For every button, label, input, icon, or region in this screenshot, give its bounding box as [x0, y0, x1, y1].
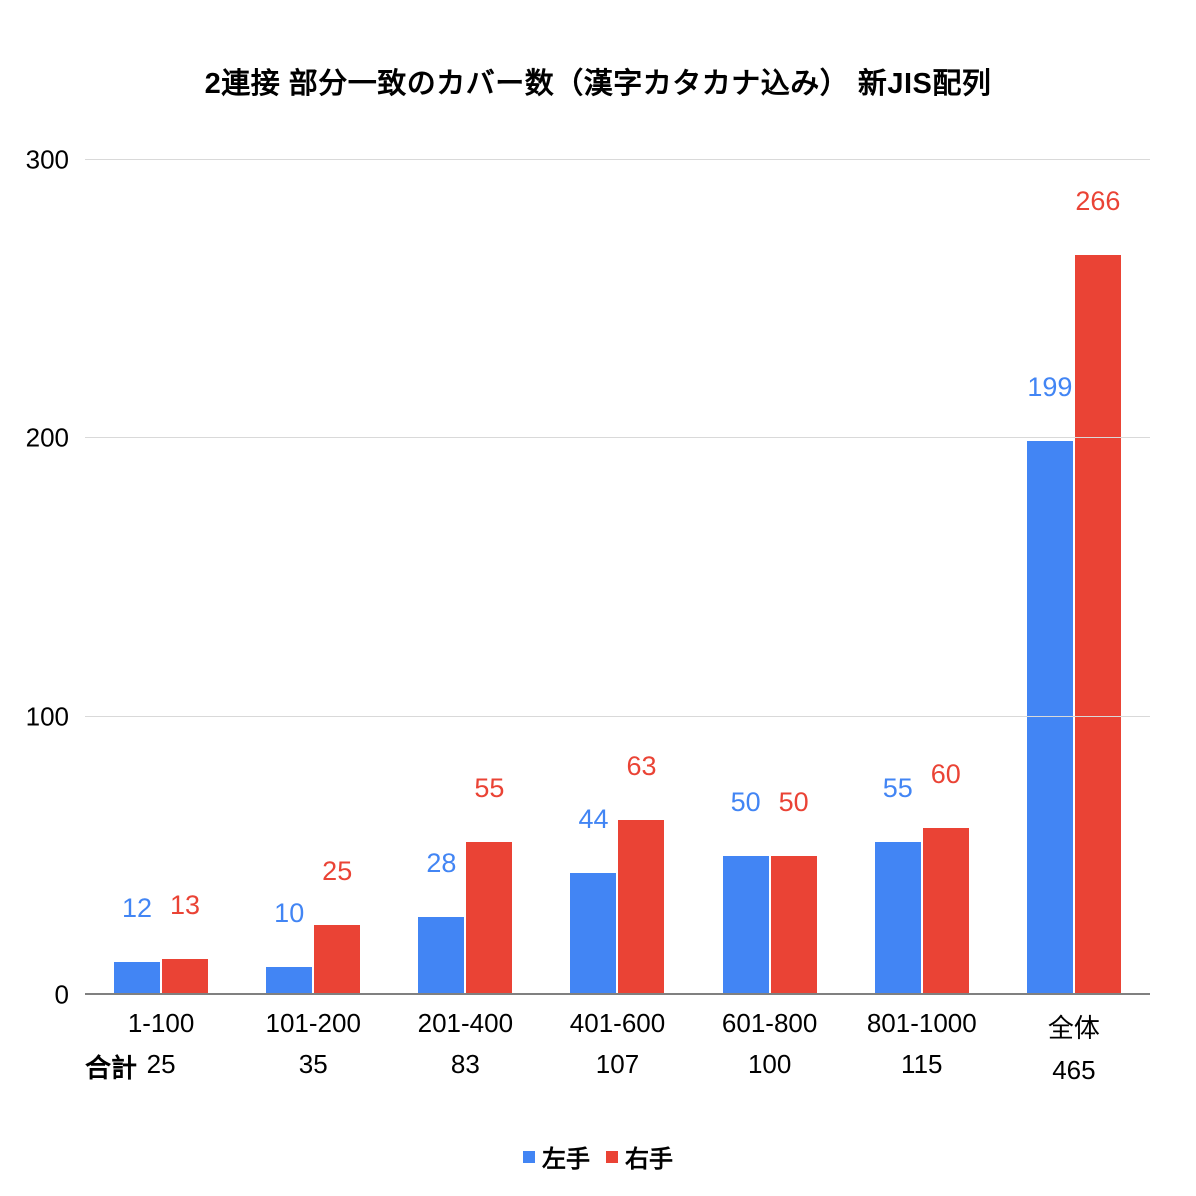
legend-swatch-icon	[523, 1150, 535, 1163]
bar-group-1-100: 12 13	[85, 160, 237, 995]
bar-左手-601-800	[722, 855, 769, 995]
bar-group-101-200: 10 25	[237, 160, 389, 995]
bar-group-全体: 199 266	[998, 160, 1150, 995]
gridline-200	[85, 437, 1150, 439]
bar-右手-101-200	[314, 925, 361, 995]
x-cell-601-800: 601-800 100	[694, 1008, 846, 1086]
total-value-label: 465	[1052, 1055, 1096, 1085]
bar-value-label: 199	[1027, 372, 1073, 403]
bar-右手-801-1000	[922, 828, 969, 995]
bar-左手-801-1000	[874, 841, 921, 995]
plot-area: 12 13 10 25 28 55 44 63 50 50 55 60 199 266 0 100 200 30…	[26, 145, 1150, 1010]
category-label: 401-600	[569, 1008, 666, 1038]
category-label: 101-200	[265, 1008, 361, 1038]
category-label: 全体	[1047, 1013, 1100, 1043]
bar-右手-全体	[1074, 254, 1121, 995]
bar-value-label: 55	[474, 772, 505, 803]
legend-item-左手: 左手	[523, 1139, 590, 1174]
bar-value-label: 50	[730, 786, 761, 817]
x-cell-201-400: 201-400 83	[389, 1008, 541, 1086]
total-value-label: 100	[747, 1049, 792, 1079]
bar-column: 60	[922, 160, 969, 995]
total-value-label: 107	[595, 1049, 640, 1079]
total-value-label: 83	[450, 1049, 480, 1079]
bar-value-label: 50	[778, 786, 809, 817]
bar-column: 63	[618, 160, 665, 995]
y-tick-label-300: 300	[25, 144, 69, 175]
bar-column: 55	[874, 160, 921, 995]
bar-column: 28	[418, 160, 465, 995]
bar-column: 13	[162, 160, 209, 995]
chart-title: 2連接 部分一致のカバー数（漢字カタカナ込み） 新JIS配列	[204, 68, 992, 100]
bar-value-label: 10	[274, 898, 305, 929]
bar-右手-1-100	[162, 958, 209, 995]
bar-group-201-400: 28 55	[389, 160, 541, 995]
category-label: 601-800	[721, 1008, 818, 1038]
bar-value-label: 12	[122, 892, 153, 923]
x-cell-401-600: 401-600 107	[541, 1008, 693, 1086]
category-label: 201-400	[417, 1008, 514, 1038]
bar-value-label: 13	[170, 889, 201, 920]
y-tick-label-100: 100	[25, 701, 69, 732]
bar-value-label: 44	[578, 803, 609, 834]
bar-column: 50	[722, 160, 769, 995]
legend-swatch-icon	[606, 1150, 618, 1163]
bar-group-401-600: 44 63	[541, 160, 693, 995]
totals-row-header: 合計	[85, 1053, 138, 1083]
bar-column: 12	[114, 160, 161, 995]
bar-column: 25	[314, 160, 361, 995]
gridline-0	[85, 993, 1150, 995]
total-value-label: 25	[146, 1049, 176, 1079]
y-tick-label-0: 0	[54, 979, 69, 1010]
bar-column: 44	[570, 160, 617, 995]
y-tick-label-200: 200	[25, 422, 69, 453]
bar-value-label: 60	[930, 759, 961, 789]
total-value-label: 115	[901, 1049, 943, 1079]
bar-column: 10	[266, 160, 313, 995]
bar-value-label: 28	[426, 848, 457, 879]
x-cell-全体: 全体 465	[998, 1008, 1150, 1086]
legend: 左手 右手	[0, 1139, 1196, 1174]
bar-column: 50	[770, 160, 817, 995]
bar-group-601-800: 50 50	[694, 160, 846, 995]
x-cell-101-200: 101-200 35	[237, 1008, 389, 1086]
legend-label: 左手	[542, 1146, 590, 1173]
x-cell-801-1000: 801-1000 115	[846, 1008, 998, 1086]
gridline-100	[85, 715, 1150, 717]
bar-value-label: 63	[626, 750, 657, 781]
bar-右手-201-400	[466, 841, 513, 995]
category-label: 1-100	[127, 1008, 195, 1038]
bar-value-label: 25	[322, 856, 353, 887]
bar-左手-101-200	[266, 967, 313, 995]
category-label: 801-1000	[866, 1008, 977, 1038]
bar-左手-401-600	[570, 872, 617, 995]
bar-value-label: 55	[882, 772, 913, 803]
bar-groups: 12 13 10 25 28 55 44 63 50 50 55 60 199 266	[85, 160, 1150, 995]
bar-左手-全体	[1026, 441, 1073, 995]
bar-value-label: 266	[1075, 185, 1121, 216]
bar-column: 266	[1074, 160, 1121, 995]
bar-左手-201-400	[418, 917, 465, 995]
gridline-300	[85, 159, 1150, 160]
bar-右手-601-800	[770, 855, 817, 995]
x-axis-labels: 1-100 25 101-200 35 201-400 83 401-600 107 601-8…	[85, 1008, 1150, 1086]
bar-左手-1-100	[114, 961, 161, 995]
bar-column: 199	[1026, 160, 1073, 995]
legend-label: 右手	[625, 1146, 673, 1173]
bar-右手-401-600	[618, 819, 665, 995]
x-cell-1-100: 1-100 25	[85, 1008, 237, 1086]
bar-group-801-1000: 55 60	[846, 160, 998, 995]
bar-column: 55	[466, 160, 513, 995]
legend-item-右手: 右手	[606, 1139, 673, 1174]
total-value-label: 35	[298, 1049, 328, 1079]
